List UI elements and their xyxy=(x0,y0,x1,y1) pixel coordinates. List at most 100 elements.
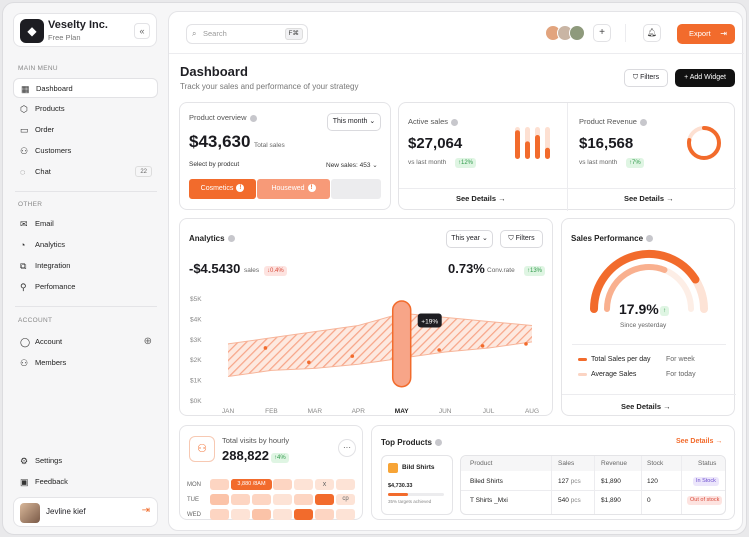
heatmap-cell[interactable] xyxy=(273,509,292,520)
change-badge: ↑12% xyxy=(455,158,477,168)
divider xyxy=(562,394,736,395)
change-badge: ↑13% xyxy=(524,266,546,276)
lower-line xyxy=(227,341,533,378)
top-bar: ⌕ Search F⌘ + 🔔︎ Export ⇥ xyxy=(169,12,744,54)
export-label: Export xyxy=(689,29,711,38)
sales-value: 540 xyxy=(558,497,569,504)
see-details-link[interactable]: See Details → xyxy=(676,438,722,445)
heatmap-cell[interactable] xyxy=(294,494,313,505)
change-badge: ↓0.4% xyxy=(264,266,287,276)
featured-product[interactable]: Bild Shirts $4,730.33 35% targets achiev… xyxy=(381,455,453,515)
heatmap-cell[interactable] xyxy=(315,494,334,505)
heatmap-cell[interactable] xyxy=(336,494,355,505)
sidebar-item-order[interactable]: ▭ Order xyxy=(13,120,158,140)
heatmap-mark: cp xyxy=(342,496,349,502)
sidebar-item-members[interactable]: ⚇ Members xyxy=(13,353,158,373)
bell-icon[interactable]: 🔔︎ xyxy=(643,24,661,42)
sidebar-item-integration[interactable]: ⧉ Integration xyxy=(13,256,158,276)
filter-icon: ⛉ xyxy=(632,74,639,81)
x-tick-label: APR xyxy=(352,408,366,414)
card-title-text: Top Products xyxy=(381,438,432,447)
sidebar-item-chat[interactable]: ◌ Chat 22 xyxy=(13,162,158,182)
sidebar-item-dashboard[interactable]: ▦ Dashboard xyxy=(13,78,158,98)
sidebar-item-performance[interactable]: ⚲ Perfomance xyxy=(13,277,158,297)
analytics-area-chart[interactable]: $5K $4K $3K $2K $1K $0K +19% JAN FEB MAR APR MAY JUN… xyxy=(180,289,554,414)
heatmap-cell[interactable] xyxy=(252,509,271,520)
info-icon xyxy=(646,235,654,243)
user-profile[interactable]: Jevline kief ⇥ xyxy=(13,497,158,527)
period-value: This year xyxy=(451,235,480,242)
data-point xyxy=(437,348,441,352)
sidebar-item-feedback[interactable]: ▣ Feedback xyxy=(13,472,158,492)
heatmap-cell[interactable] xyxy=(294,509,313,520)
heatmap-cell[interactable] xyxy=(231,509,250,520)
sidebar-item-products[interactable]: ⬡ Products xyxy=(13,99,158,119)
x-tick-label: JUL xyxy=(483,408,495,414)
filters-button[interactable]: ⛉ Filters xyxy=(500,230,543,248)
sales-gauge-chart xyxy=(590,250,708,313)
sidebar-item-email[interactable]: ✉ Email xyxy=(13,214,158,234)
heatmap-cell[interactable] xyxy=(315,509,334,520)
gauge-outer xyxy=(590,250,700,313)
user-name: Jevline kief xyxy=(46,507,86,516)
total-sales-value: $43,630 xyxy=(189,132,251,151)
chat-count-badge: 22 xyxy=(135,166,152,177)
divider xyxy=(567,103,568,211)
heatmap-cell[interactable] xyxy=(210,494,229,505)
analytics-card: Analytics This year ⌄ ⛉ Filters -$4.5430… xyxy=(179,218,553,416)
search-input[interactable]: ⌕ Search F⌘ xyxy=(186,24,308,44)
heatmap-cell[interactable] xyxy=(294,479,313,490)
add-widget-button[interactable]: + Add Widget xyxy=(675,69,735,87)
product-overview-card: Product overview This month ⌄ $43,630 To… xyxy=(179,102,391,210)
see-details-link[interactable]: See Details → xyxy=(624,194,674,203)
performance-icon: ⚲ xyxy=(20,282,27,292)
revenue-cell: $1,890 xyxy=(601,478,621,485)
avatar[interactable] xyxy=(569,25,585,41)
card-title: Analytics xyxy=(189,234,235,243)
export-button[interactable]: Export ⇥ xyxy=(677,24,735,44)
heatmap-cell[interactable] xyxy=(273,479,292,490)
column-header: Sales xyxy=(558,460,575,467)
avatar xyxy=(20,503,40,523)
sidebar-item-analytics[interactable]: ◔ Analytics xyxy=(13,235,158,255)
y-tick-label: $5K xyxy=(190,296,202,303)
sidebar-item-customers[interactable]: ⚇ Customers xyxy=(13,141,158,161)
heatmap-cell[interactable] xyxy=(336,509,355,520)
heatmap-cell[interactable] xyxy=(210,479,229,490)
see-details-link[interactable]: See Details → xyxy=(621,402,671,411)
period-dropdown[interactable]: This month ⌄ xyxy=(327,113,381,131)
legend-swatch xyxy=(578,358,587,361)
divider xyxy=(681,456,682,514)
heatmap-cell[interactable] xyxy=(210,509,229,520)
featured-note: 35% targets achieved xyxy=(388,499,432,504)
segment-other[interactable] xyxy=(331,179,381,199)
add-member-button[interactable]: + xyxy=(593,24,611,42)
brand-switcher[interactable]: ◆ Veselty Inc. Free Plan « xyxy=(13,13,157,47)
sales-cell: 540 pcs xyxy=(558,497,581,504)
more-options-button[interactable]: ··· xyxy=(338,439,356,457)
collapse-sidebar-button[interactable]: « xyxy=(134,23,150,39)
hourly-visits-card: ⚇ Total visits by hourly 288,822 ↑4% ···… xyxy=(179,425,363,520)
legend-swatch xyxy=(578,373,587,376)
logout-icon[interactable]: ⇥ xyxy=(141,505,150,516)
segment-cosmetics[interactable]: Cosmetics! xyxy=(189,179,256,199)
heatmap-cell[interactable] xyxy=(273,494,292,505)
heatmap-cell[interactable] xyxy=(336,479,355,490)
gear-icon: ⚙ xyxy=(20,456,29,466)
plan-label: Free Plan xyxy=(48,33,81,42)
page-subtitle: Track your sales and performance of your… xyxy=(180,82,359,91)
x-tick-label: FEB xyxy=(265,408,278,414)
heatmap-mark: x xyxy=(322,481,327,488)
see-details-link[interactable]: See Details → xyxy=(456,194,506,203)
feedback-icon: ▣ xyxy=(20,477,29,487)
segment-housewed[interactable]: Housewed! xyxy=(257,179,330,199)
heatmap-cell[interactable] xyxy=(231,494,250,505)
add-account-icon[interactable]: ⊕ xyxy=(143,336,152,347)
sidebar-item-settings[interactable]: ⚙ Settings xyxy=(13,451,158,471)
heatmap-cell[interactable] xyxy=(315,479,334,490)
period-dropdown[interactable]: This year ⌄ xyxy=(446,230,493,248)
heatmap-cell[interactable] xyxy=(252,494,271,505)
filters-button[interactable]: ⛉ Filters xyxy=(624,69,668,87)
sidebar-item-account[interactable]: ◯ Account ⊕ xyxy=(13,332,158,352)
